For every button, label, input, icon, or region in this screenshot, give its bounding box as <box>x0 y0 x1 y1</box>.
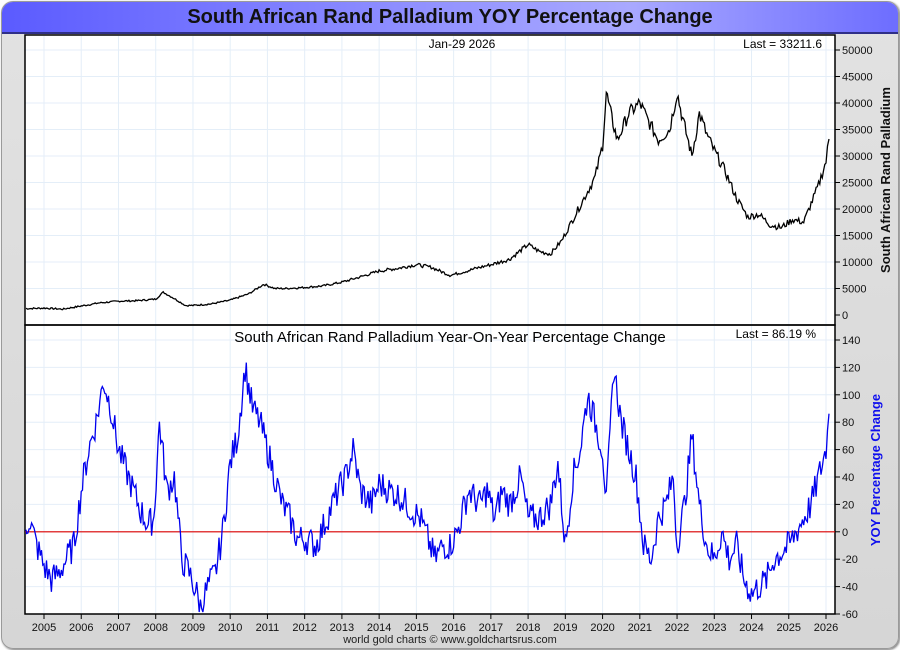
upper-y-axis: 0 5000 10000 15000 20000 25000 30000 35000 40000… <box>835 45 873 322</box>
x-axis: 2005 2006 2007 2008 2009 2010 2011 2012 2013 2014… <box>32 614 838 634</box>
title-bar: South African Rand Palladium YOY Percent… <box>2 2 898 34</box>
lower-chart-title: South African Rand Palladium Year-On-Yea… <box>234 329 665 346</box>
x-tick-label: 2022 <box>665 622 689 634</box>
upper-y-tick-label: 10000 <box>842 257 873 269</box>
lower-plot-bg <box>25 325 835 614</box>
upper-y-tick-label: 30000 <box>842 151 873 163</box>
lower-grid <box>25 325 835 614</box>
lower-y-tick-label: 140 <box>842 335 860 347</box>
x-tick-label: 2026 <box>814 622 838 634</box>
x-tick-label: 2015 <box>404 622 428 634</box>
upper-y-tick-label: 0 <box>842 310 848 322</box>
x-tick-label: 2019 <box>553 622 577 634</box>
upper-plot-bg <box>25 35 835 325</box>
lower-y-tick-label: -40 <box>842 582 858 594</box>
x-tick-label: 2020 <box>590 622 614 634</box>
x-tick-label: 2023 <box>702 622 726 634</box>
upper-grid <box>25 35 835 325</box>
lower-y-tick-label: 0 <box>842 527 848 539</box>
lower-y-tick-label: 100 <box>842 390 860 402</box>
upper-y-tick-label: 5000 <box>842 284 866 296</box>
x-tick-label: 2010 <box>218 622 242 634</box>
footer-credit: world gold charts © www.goldchartsrus.co… <box>342 634 557 646</box>
upper-y-tick-label: 35000 <box>842 125 873 137</box>
lower-y-tick-label: 120 <box>842 362 860 374</box>
lower-y-tick-label: 20 <box>842 499 854 511</box>
x-tick-label: 2008 <box>143 622 167 634</box>
lower-y-tick-label: 80 <box>842 417 854 429</box>
upper-last-label: Last = 33211.6 <box>743 37 822 51</box>
lower-y-tick-label: 60 <box>842 445 854 457</box>
x-tick-label: 2014 <box>367 622 391 634</box>
lower-y-axis: -60 -40 -20 0 20 40 60 80 100 120 140 <box>835 335 860 621</box>
x-tick-label: 2016 <box>441 622 465 634</box>
x-tick-label: 2005 <box>32 622 56 634</box>
x-tick-label: 2006 <box>69 622 93 634</box>
x-tick-label: 2007 <box>106 622 130 634</box>
x-tick-label: 2018 <box>516 622 540 634</box>
x-tick-label: 2011 <box>256 622 280 634</box>
upper-y-tick-label: 45000 <box>842 72 873 84</box>
palladium-price-line <box>25 90 830 311</box>
x-tick-label: 2012 <box>292 622 316 634</box>
x-tick-label: 2021 <box>628 622 652 634</box>
x-tick-label: 2017 <box>479 622 503 634</box>
lower-y-tick-label: -20 <box>842 554 858 566</box>
upper-y-tick-label: 40000 <box>842 98 873 110</box>
x-tick-label: 2025 <box>777 622 801 634</box>
upper-y-tick-label: 25000 <box>842 178 873 190</box>
upper-y-axis-label: South African Rand Palladium <box>878 87 893 273</box>
x-tick-label: 2024 <box>739 622 763 634</box>
lower-plot-border <box>24 324 836 615</box>
yoy-change-line <box>25 362 830 613</box>
lower-y-axis-label: YOY Percentage Change <box>868 394 883 546</box>
upper-y-tick-label: 50000 <box>842 45 873 57</box>
lower-y-tick-label: 40 <box>842 472 854 484</box>
upper-y-tick-label: 15000 <box>842 231 873 243</box>
chart-title: South African Rand Palladium YOY Percent… <box>187 6 713 28</box>
lower-last-label: Last = 86.19 % <box>736 327 817 341</box>
upper-y-tick-label: 20000 <box>842 204 873 216</box>
date-label: Jan-29 2026 <box>429 37 496 51</box>
x-tick-label: 2009 <box>181 622 205 634</box>
lower-y-tick-label: -60 <box>842 609 858 621</box>
x-tick-label: 2013 <box>330 622 354 634</box>
